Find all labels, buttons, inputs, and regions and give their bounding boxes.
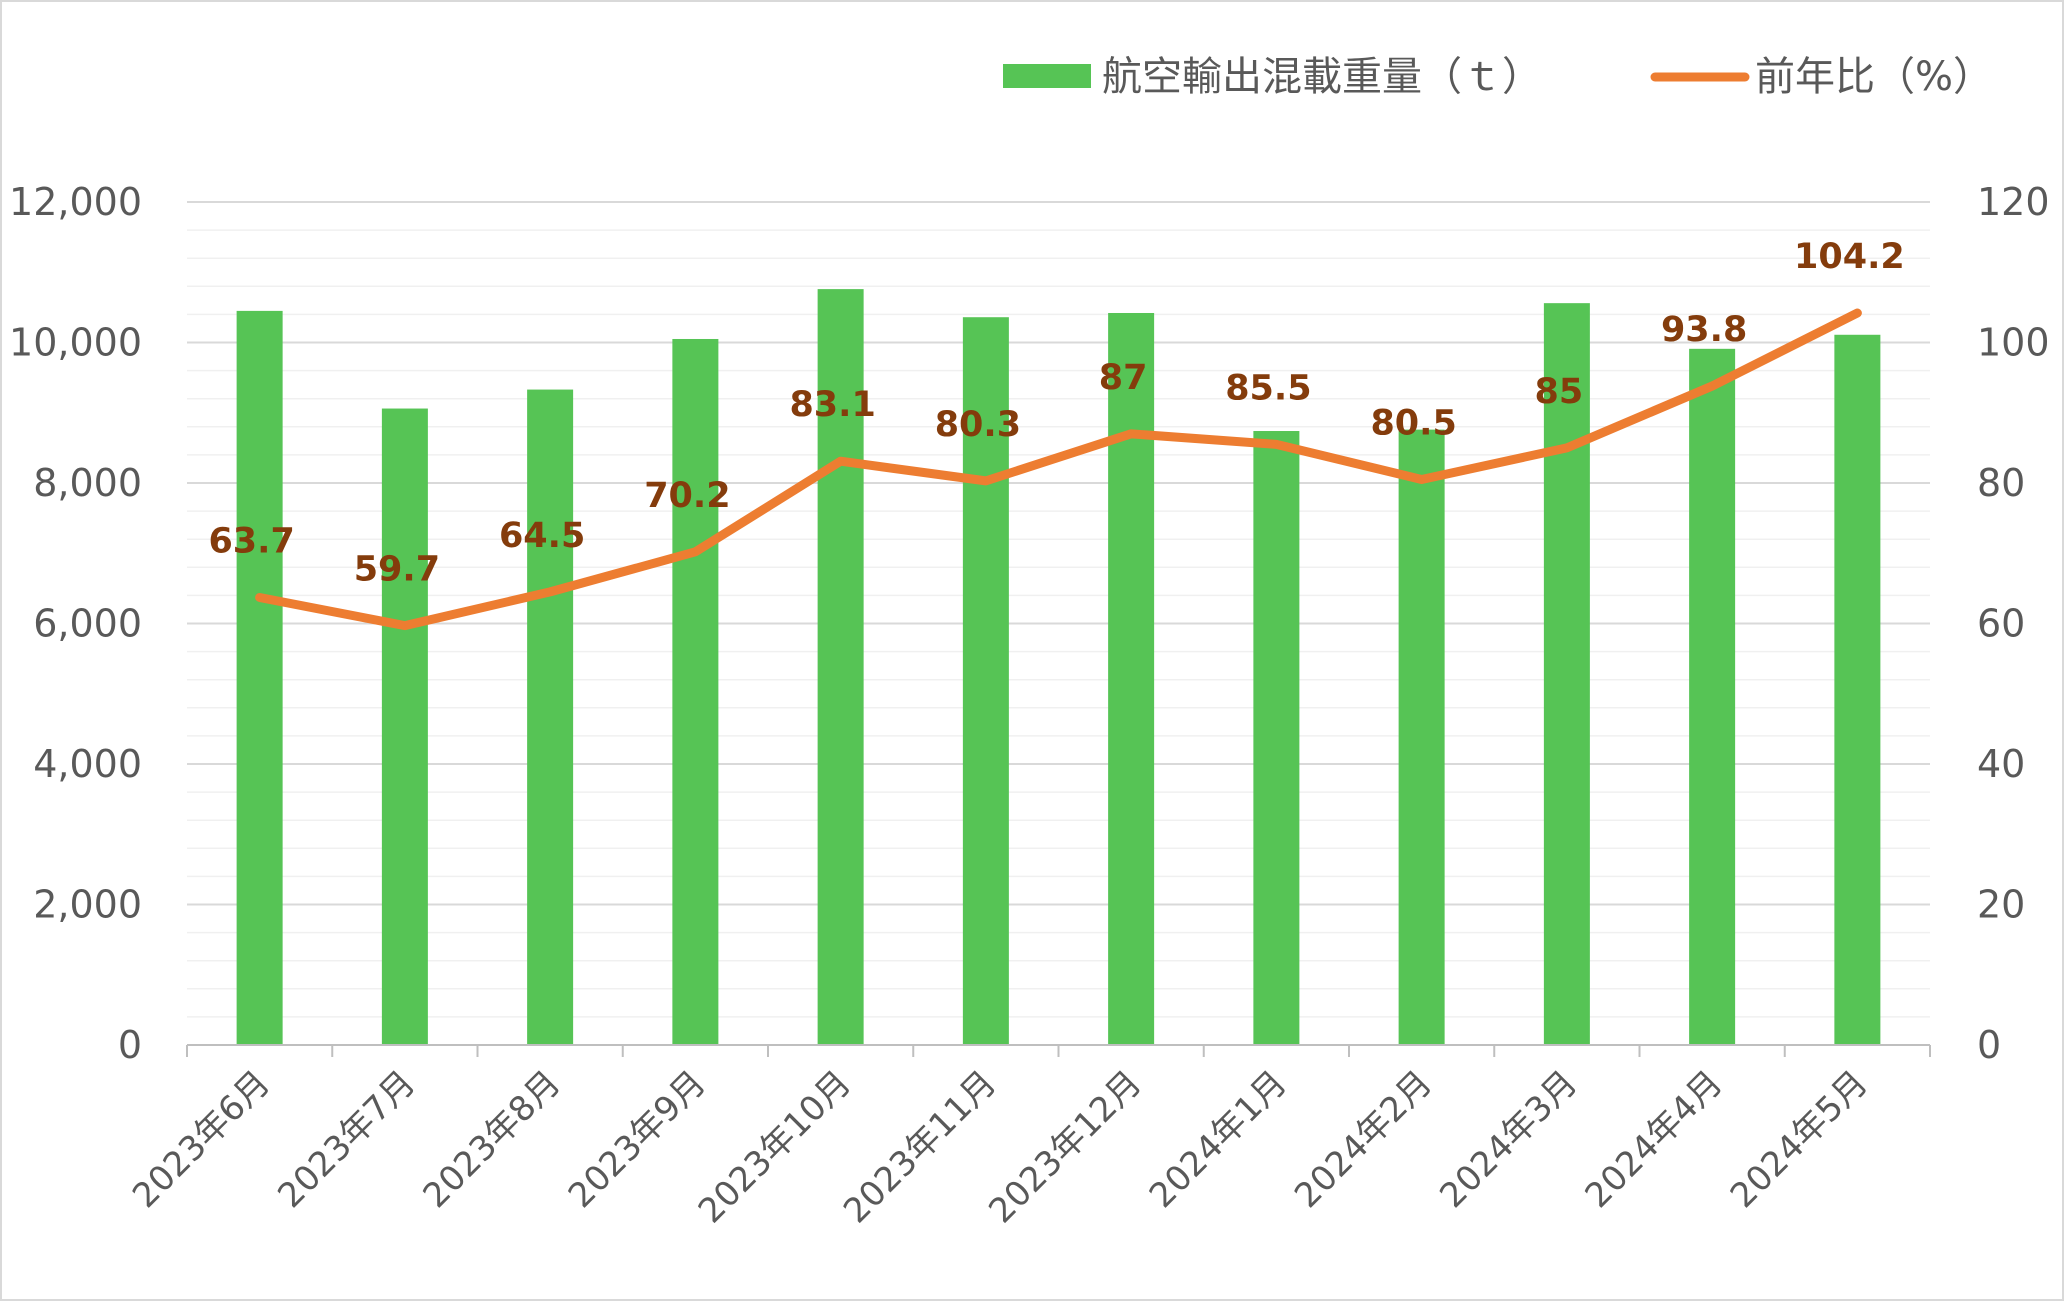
y-left-tick-label: 4,000 — [33, 742, 142, 786]
line-data-label: 85.5 — [1225, 368, 1311, 408]
line-data-label: 83.1 — [789, 385, 875, 425]
y-left-tick-label: 6,000 — [33, 602, 142, 646]
line-data-label: 64.5 — [499, 516, 585, 556]
y-left-tick-label: 2,000 — [33, 883, 142, 927]
line-point — [984, 479, 987, 482]
bar — [236, 310, 283, 1045]
bar — [1543, 303, 1590, 1045]
line-point — [1420, 478, 1423, 481]
y-left-tick-label: 0 — [118, 1023, 142, 1067]
legend-line-label: 前年比（%） — [1755, 54, 1993, 100]
line-point — [549, 590, 552, 593]
line-point — [1856, 311, 1859, 314]
bar — [1689, 348, 1736, 1045]
line-data-label: 59.7 — [354, 550, 440, 590]
line-data-label: 80.5 — [1370, 403, 1456, 443]
bar — [1108, 312, 1155, 1045]
line-point — [403, 624, 406, 627]
data-labels: 63.7 59.7 64.5 70.2 83.1 80.3 87 85.5 80.5 85 93.8… — [208, 237, 1904, 590]
bar — [381, 408, 428, 1045]
y-left-tick-label: 12,000 — [9, 180, 142, 224]
y-right-tick-label: 20 — [1977, 883, 2025, 927]
line-point — [258, 596, 261, 599]
bar — [1398, 429, 1445, 1045]
line-point — [694, 550, 697, 553]
line-series — [255, 308, 1862, 631]
line-data-label: 80.3 — [935, 405, 1021, 445]
line-point — [1275, 443, 1278, 446]
line-data-label: 70.2 — [644, 476, 730, 516]
line-data-label: 104.2 — [1794, 237, 1905, 277]
legend: 航空輸出混載重量（ｔ） 前年比（%） — [1003, 54, 1993, 100]
legend-bar-swatch — [1003, 64, 1091, 88]
line-point — [839, 460, 842, 463]
y-right-tick-label: 40 — [1977, 742, 2025, 786]
line-data-label: 85 — [1535, 372, 1584, 412]
bar — [817, 289, 864, 1045]
series-line — [255, 308, 1862, 631]
bar — [1253, 431, 1300, 1045]
line-point — [1711, 385, 1714, 388]
bar — [527, 389, 574, 1045]
bar — [672, 338, 719, 1045]
y-left-tick-label: 10,000 — [9, 321, 142, 365]
gridlines — [187, 201, 1930, 1018]
line-point — [1565, 446, 1568, 449]
bar — [962, 317, 1009, 1046]
y-right-tick-label: 0 — [1977, 1023, 2001, 1067]
y-left-tick-label: 8,000 — [33, 461, 142, 505]
line-data-label: 63.7 — [208, 522, 294, 562]
y-right-tick-label: 100 — [1977, 321, 2050, 365]
line-point — [1130, 432, 1133, 435]
line-data-label: 93.8 — [1661, 310, 1747, 350]
y-right-tick-label: 60 — [1977, 602, 2025, 646]
y-right-tick-label: 80 — [1977, 461, 2025, 505]
legend-bar-label: 航空輸出混載重量（ｔ） — [1102, 54, 1542, 100]
bar — [1834, 334, 1881, 1046]
bar-series — [236, 289, 1881, 1046]
line-data-label: 87 — [1099, 358, 1148, 398]
y-right-tick-label: 120 — [1977, 180, 2050, 224]
